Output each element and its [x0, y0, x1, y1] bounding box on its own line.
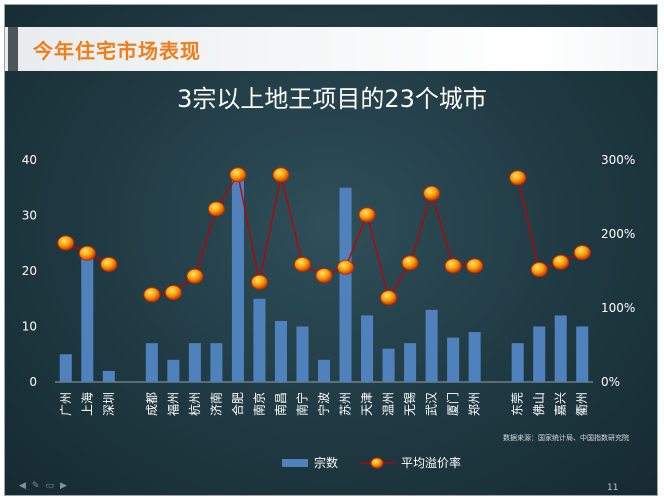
x-tick-label: 南宁	[294, 392, 309, 416]
line-marker	[293, 256, 311, 272]
x-tick-label: 福州	[165, 392, 180, 416]
line-marker	[57, 235, 75, 251]
x-tick-label: 嘉兴	[554, 392, 568, 416]
x-tick-label: 深圳	[102, 392, 116, 416]
legend-label: 平均溢价率	[401, 455, 461, 470]
slide-nav-icons[interactable]: ◀✎▭▶	[19, 481, 73, 491]
line-marker	[530, 262, 548, 278]
x-tick-label: 武汉	[425, 392, 439, 416]
line-marker	[229, 167, 247, 183]
x-tick-label: 广州	[59, 392, 73, 416]
line-marker	[337, 259, 355, 275]
bar	[533, 326, 546, 382]
x-tick-label: 成都	[145, 392, 159, 416]
x-tick-label: 苏州	[339, 392, 353, 416]
prev-arrow-icon[interactable]: ◀	[19, 481, 32, 491]
line-marker	[358, 207, 376, 223]
x-tick-label: 郑州	[467, 392, 482, 416]
source-note: 数据来源：国家统计局、中国指数研究院	[503, 434, 629, 442]
y-left-tick-label: 40	[22, 153, 37, 167]
bar	[167, 359, 180, 382]
line-marker	[573, 245, 591, 260]
next-arrow-icon[interactable]: ▶	[59, 481, 73, 491]
y-right-tick-label: 200%	[601, 227, 635, 241]
bar	[102, 370, 115, 382]
line-marker	[466, 258, 484, 274]
y-left-tick-label: 30	[22, 209, 37, 223]
bar	[447, 337, 460, 382]
bar	[274, 320, 287, 382]
y-left-tick-label: 10	[22, 320, 37, 334]
bar	[145, 343, 158, 382]
bar	[361, 315, 374, 382]
line-series	[517, 177, 583, 271]
line-marker	[272, 167, 290, 183]
x-tick-label: 济南	[208, 392, 223, 416]
bar	[81, 254, 94, 382]
x-tick-label: 佛山	[532, 392, 546, 416]
header-band	[5, 27, 657, 71]
x-tick-label: 宁波	[316, 392, 331, 416]
x-tick-label: 无锡	[402, 392, 417, 416]
chart-title: 3宗以上地王项目的23个城市	[177, 85, 487, 113]
line-marker	[401, 255, 419, 271]
x-tick-label: 天津	[360, 392, 374, 416]
x-tick-label: 上海	[79, 392, 94, 416]
legend-swatch-marker	[370, 457, 384, 469]
y-left-tick-label: 0	[29, 375, 37, 389]
bar	[296, 326, 309, 382]
header-title: 今年住宅市场表现	[33, 39, 201, 63]
x-tick-label: 东莞	[511, 392, 525, 416]
x-tick-label: 衢州	[575, 392, 589, 416]
bar	[468, 332, 481, 382]
bar	[188, 343, 201, 382]
legend-label: 宗数	[314, 455, 338, 470]
line-marker	[164, 284, 182, 300]
header-accent-bar	[8, 27, 18, 71]
bar	[511, 343, 524, 382]
bar	[554, 315, 567, 382]
line-marker	[552, 254, 570, 270]
page-number: 11	[607, 483, 619, 493]
y-right-tick-label: 0%	[601, 375, 620, 389]
bar	[317, 359, 331, 382]
bar	[253, 298, 266, 382]
x-tick-label: 南京	[251, 392, 266, 416]
x-tick-label: 杭州	[187, 392, 202, 416]
bar	[576, 326, 589, 382]
combo-chart: 0102030400%100%200%300%广州 上海 深圳 成都 福州 杭州 济南 合肥南…	[22, 153, 636, 470]
line-marker	[423, 185, 441, 201]
bar	[382, 348, 395, 382]
x-tick-label: 温州	[382, 392, 396, 416]
x-tick-label: 厦门	[445, 392, 460, 416]
legend-swatch-bars	[282, 459, 308, 467]
line-marker	[315, 267, 333, 283]
line-marker	[186, 268, 204, 284]
pen-icon[interactable]: ✎	[31, 481, 46, 491]
menu-icon[interactable]: ▭	[45, 481, 60, 491]
y-right-tick-label: 100%	[601, 301, 635, 315]
x-tick-label: 南昌	[273, 392, 288, 416]
bar	[339, 187, 352, 382]
line-marker	[100, 256, 118, 272]
line-marker	[143, 287, 161, 303]
bar	[59, 354, 72, 382]
y-left-tick-label: 20	[22, 264, 37, 278]
bar	[210, 343, 223, 382]
slide: 今年住宅市场表现 3宗以上地王项目的23个城市 0 10 20 30 40 0% 100% 2…	[4, 4, 658, 496]
line-marker	[380, 290, 398, 306]
line-marker	[250, 274, 268, 290]
line-series	[151, 173, 475, 300]
line-marker	[207, 201, 225, 217]
bar	[425, 309, 438, 382]
line-marker	[444, 258, 462, 274]
y-right-tick-label: 300%	[601, 153, 635, 167]
bar	[404, 343, 417, 382]
line-marker	[78, 245, 96, 261]
x-tick-label: 合肥	[230, 392, 245, 416]
bar	[231, 171, 244, 382]
line-marker	[509, 170, 527, 186]
